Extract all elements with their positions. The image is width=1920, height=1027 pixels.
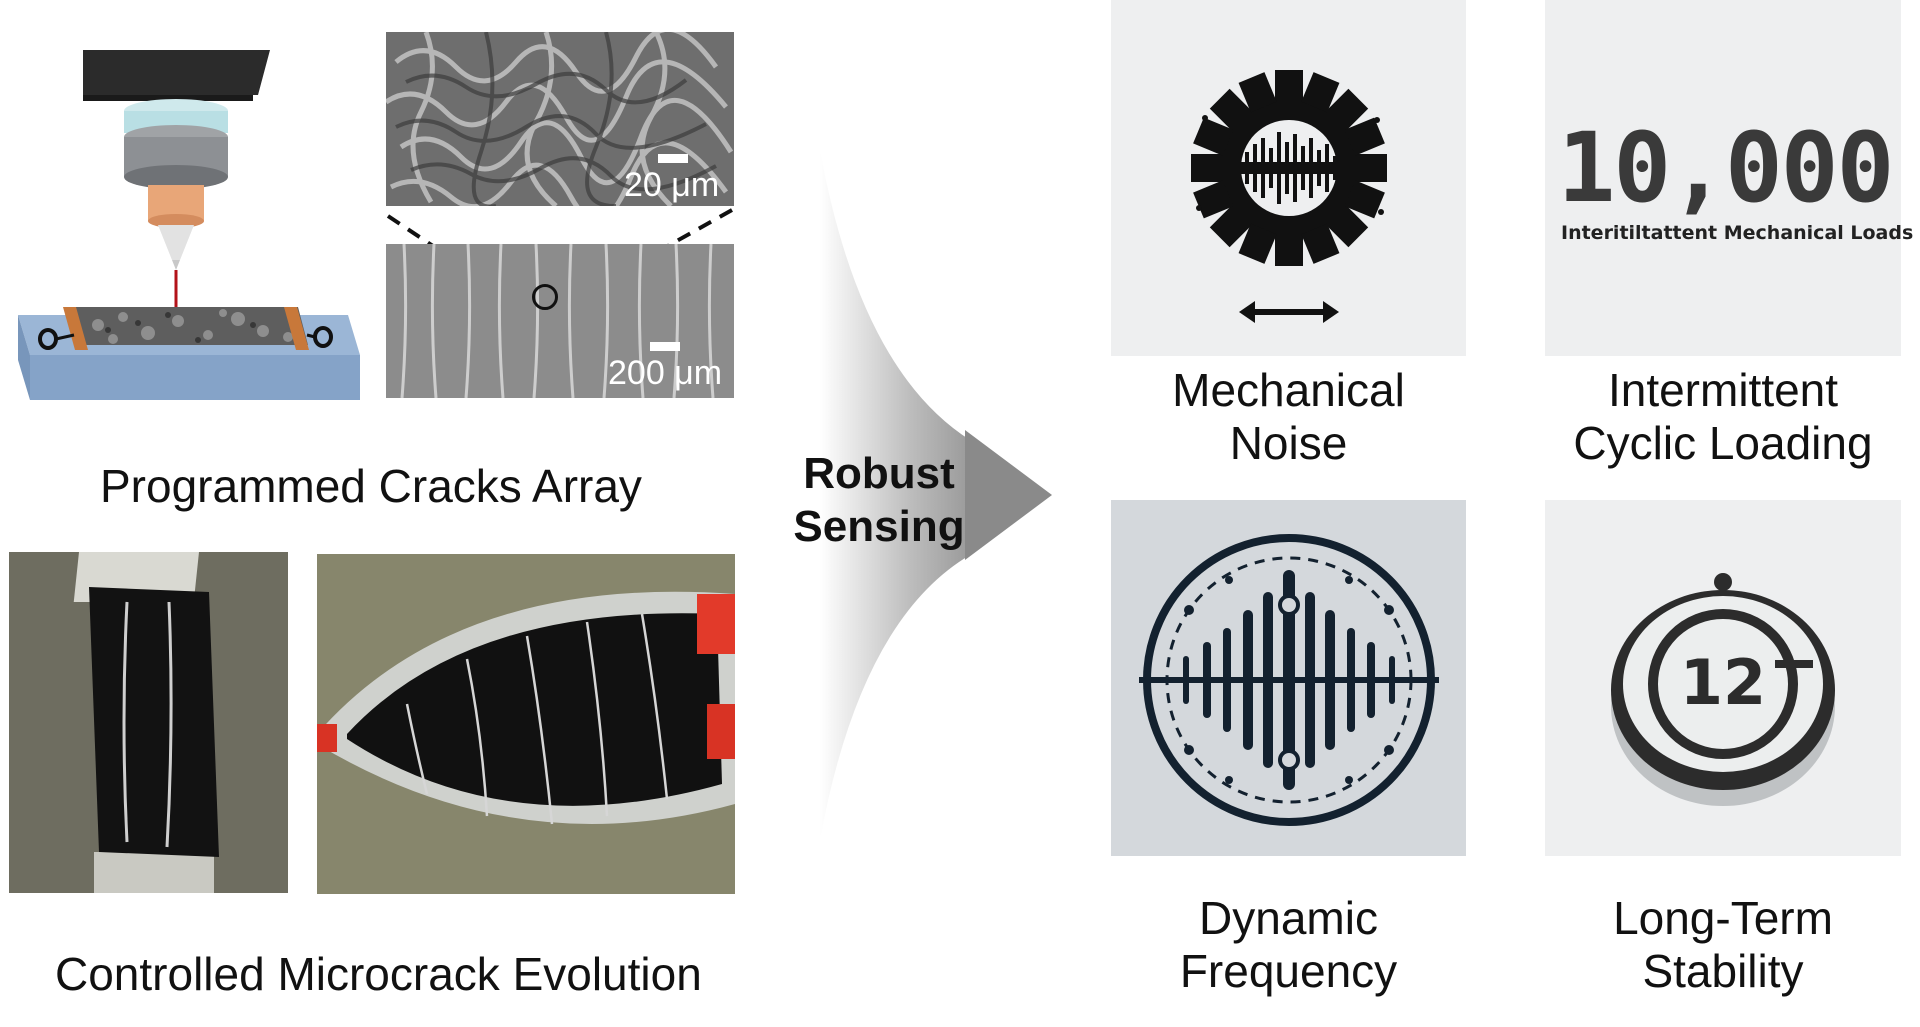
tile-mechanical-noise (1111, 0, 1466, 356)
caption-intermittent-loading: Intermittent Cyclic Loading (1573, 364, 1873, 469)
sem-image-high-mag: 20 μm (386, 32, 734, 206)
sensing-label: Sensing (793, 501, 965, 551)
robust-label: Robust (803, 449, 955, 498)
tile-intermittent-loading: 10,000 Interitiltattent Mechanical Loads (1545, 0, 1914, 356)
caption-long-term-stability: Long-Term Stability (1613, 892, 1833, 997)
scale-label-20um: 20 μm (624, 166, 720, 204)
robust-sensing-label: Robust Sensing (770, 448, 988, 554)
sem-image-low-mag: 200 μm (386, 244, 734, 398)
photo-bent-sample (317, 554, 735, 894)
photo-stretched-sample (9, 552, 288, 893)
caption-microcrack-evolution: Controlled Microcrack Evolution (55, 948, 702, 1000)
tile-long-term-stability: 12 (1545, 500, 1901, 856)
caption-dynamic-frequency: Dynamic Frequency (1179, 892, 1398, 997)
stability-badge-number: 12 (1679, 646, 1767, 719)
cycle-count-subtitle: Interitiltattent Mechanical Loads (1561, 222, 1914, 244)
zoom-circle (532, 284, 558, 310)
caption-programmed-cracks: Programmed Cracks Array (100, 460, 642, 512)
tile-dynamic-frequency (1111, 500, 1466, 856)
scale-label-200um: 200 μm (608, 354, 723, 392)
cycle-count: 10,000 (1557, 112, 1895, 224)
robust-sensing-arrow (820, 150, 1052, 840)
laser-printing-illustration (18, 50, 360, 400)
caption-mechanical-noise: Mechanical Noise (1172, 364, 1405, 469)
